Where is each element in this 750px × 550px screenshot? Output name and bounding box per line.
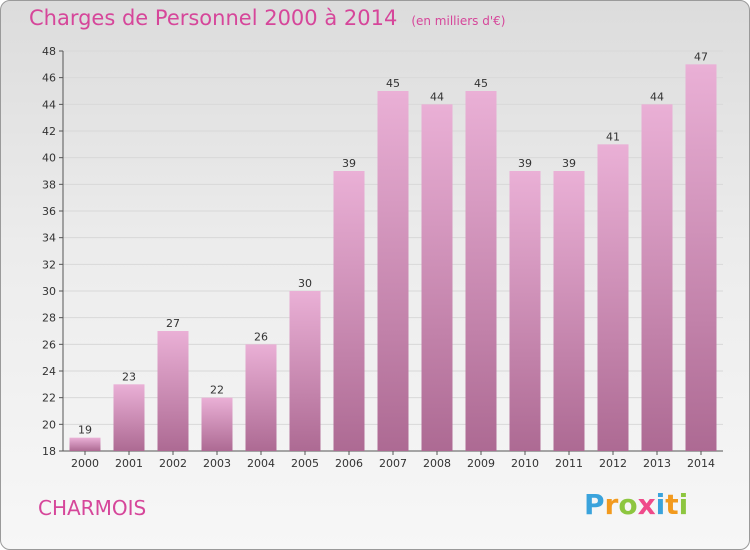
y-tick-label: 24 bbox=[42, 365, 56, 378]
logo-letter: i bbox=[678, 488, 689, 521]
value-label: 47 bbox=[694, 50, 708, 63]
value-label: 39 bbox=[518, 157, 532, 170]
y-tick-label: 30 bbox=[42, 285, 56, 298]
y-tick-label: 46 bbox=[42, 72, 56, 85]
value-label: 22 bbox=[210, 384, 224, 397]
x-tick-label: 2002 bbox=[159, 457, 187, 470]
logo-letter: P bbox=[584, 488, 605, 521]
value-label: 45 bbox=[386, 77, 400, 90]
bar-2007 bbox=[377, 91, 409, 451]
value-label: 41 bbox=[606, 130, 620, 143]
logo-letter: o bbox=[618, 488, 638, 521]
y-tick-label: 34 bbox=[42, 232, 56, 245]
x-tick-label: 2010 bbox=[511, 457, 539, 470]
value-label: 27 bbox=[166, 317, 180, 330]
value-labels: 19 23 27 22 26 30 39 45 44 45 39 39 41 44 47 bbox=[78, 50, 708, 436]
y-tick-label: 18 bbox=[42, 445, 56, 458]
bars bbox=[69, 64, 717, 452]
x-tick-label: 2009 bbox=[467, 457, 495, 470]
y-tick-label: 28 bbox=[42, 312, 56, 325]
bar-2000 bbox=[69, 437, 101, 451]
logo-letter: t bbox=[665, 488, 679, 521]
value-label: 26 bbox=[254, 330, 268, 343]
x-tick-label: 2007 bbox=[379, 457, 407, 470]
y-tick-label: 22 bbox=[42, 392, 56, 405]
bar-2006 bbox=[333, 171, 365, 451]
value-label: 30 bbox=[298, 277, 312, 290]
chart-subtitle: (en milliers d'€) bbox=[411, 14, 506, 28]
logo-letter: x bbox=[637, 488, 656, 521]
bar-2012 bbox=[597, 144, 629, 452]
title-text: Charges de Personnel 2000 à 2014 bbox=[29, 6, 398, 30]
bar-2013 bbox=[641, 104, 673, 451]
bar-2002 bbox=[157, 331, 189, 451]
y-tick-label: 26 bbox=[42, 338, 56, 351]
city-name: CHARMOIS bbox=[38, 496, 147, 520]
bar-2001 bbox=[113, 384, 145, 451]
bar-2014 bbox=[685, 64, 717, 452]
bar-2004 bbox=[245, 344, 277, 451]
x-tick-label: 2000 bbox=[71, 457, 99, 470]
bar-2008 bbox=[421, 104, 453, 451]
x-tick-label: 2003 bbox=[203, 457, 231, 470]
bar-2003 bbox=[201, 397, 233, 451]
y-tick-label: 20 bbox=[42, 418, 56, 431]
chart-title: Charges de Personnel 2000 à 2014 (en mill… bbox=[29, 6, 505, 30]
y-tick-label: 32 bbox=[42, 258, 56, 271]
y-tick-label: 44 bbox=[42, 98, 56, 111]
value-label: 39 bbox=[562, 157, 576, 170]
bar-2005 bbox=[289, 291, 321, 451]
y-tick-label: 38 bbox=[42, 178, 56, 191]
value-label: 23 bbox=[122, 370, 136, 383]
logo-letter: r bbox=[604, 488, 619, 521]
tick-labels: 18 20 22 24 26 28 30 32 34 36 38 40 42 44 46 48 2000 2001… bbox=[42, 45, 715, 470]
value-label: 39 bbox=[342, 157, 356, 170]
logo-letter: i bbox=[655, 488, 666, 521]
x-tick-label: 2012 bbox=[599, 457, 627, 470]
value-label: 19 bbox=[78, 424, 92, 437]
x-tick-label: 2013 bbox=[643, 457, 671, 470]
bar-2010 bbox=[509, 171, 541, 451]
x-tick-label: 2008 bbox=[423, 457, 451, 470]
proxiti-logo: Proxiti bbox=[584, 488, 688, 521]
x-tick-label: 2001 bbox=[115, 457, 143, 470]
x-tick-label: 2014 bbox=[687, 457, 715, 470]
y-tick-label: 36 bbox=[42, 205, 56, 218]
y-tick-label: 48 bbox=[42, 45, 56, 58]
x-tick-label: 2011 bbox=[555, 457, 583, 470]
y-tick-label: 42 bbox=[42, 125, 56, 138]
value-label: 44 bbox=[430, 90, 444, 103]
bar-2011 bbox=[553, 171, 585, 451]
value-label: 45 bbox=[474, 77, 488, 90]
x-tick-label: 2006 bbox=[335, 457, 363, 470]
x-tick-label: 2005 bbox=[291, 457, 319, 470]
bar-2009 bbox=[465, 91, 497, 451]
value-label: 44 bbox=[650, 90, 664, 103]
y-tick-label: 40 bbox=[42, 152, 56, 165]
x-tick-label: 2004 bbox=[247, 457, 275, 470]
